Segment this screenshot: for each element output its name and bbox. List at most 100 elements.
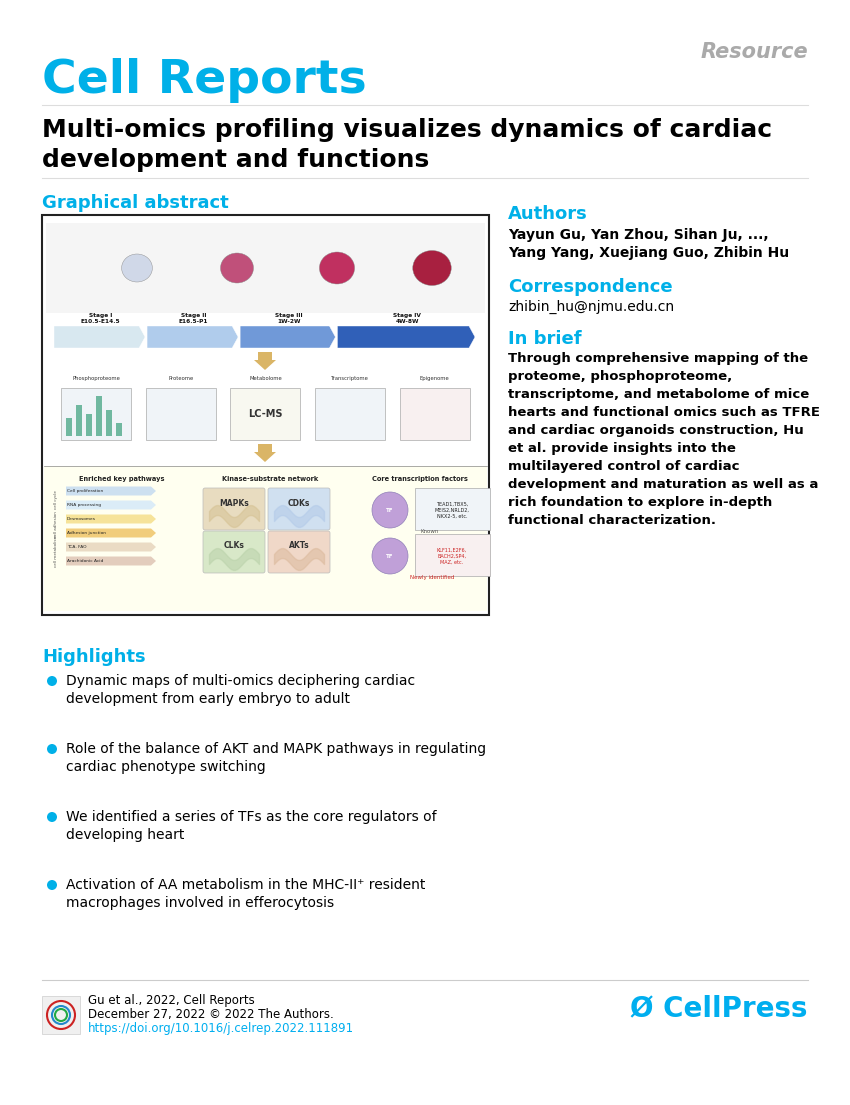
Bar — [230, 388, 301, 440]
Text: Resource: Resource — [700, 42, 808, 62]
Text: TEAD1,TBX5,
MEIS2,NRLD2,
NKX2-5, etc.: TEAD1,TBX5, MEIS2,NRLD2, NKX2-5, etc. — [434, 502, 469, 518]
Circle shape — [47, 880, 57, 890]
Text: Enriched key pathways: Enriched key pathways — [79, 476, 165, 482]
Text: and cardiac organoids construction, Hu: and cardiac organoids construction, Hu — [508, 424, 804, 436]
Text: rich foundation to explore in-depth: rich foundation to explore in-depth — [508, 496, 773, 509]
Text: Adhesion junction: Adhesion junction — [67, 532, 106, 535]
FancyArrow shape — [147, 326, 238, 348]
Text: Cell proliferation: Cell proliferation — [67, 490, 103, 493]
Text: December 27, 2022 © 2022 The Authors.: December 27, 2022 © 2022 The Authors. — [88, 1008, 334, 1021]
FancyArrow shape — [66, 543, 156, 551]
Bar — [44, 466, 487, 611]
Text: Stage I
E10.5-E14.5: Stage I E10.5-E14.5 — [81, 313, 121, 324]
Text: Stage II
E16.5-P1: Stage II E16.5-P1 — [178, 313, 208, 324]
Text: et al. provide insights into the: et al. provide insights into the — [508, 442, 736, 455]
Text: cell adhesion: cell adhesion — [54, 512, 58, 538]
Text: TCA, FAO: TCA, FAO — [67, 545, 87, 549]
Text: development and maturation as well as a: development and maturation as well as a — [508, 478, 819, 491]
FancyBboxPatch shape — [203, 532, 265, 573]
Text: Graphical abstract: Graphical abstract — [42, 194, 229, 212]
Bar — [87, 414, 93, 436]
Text: We identified a series of TFs as the core regulators of: We identified a series of TFs as the cor… — [66, 810, 437, 824]
Text: CDKs: CDKs — [288, 498, 310, 507]
FancyArrow shape — [54, 326, 145, 348]
Text: Epigenome: Epigenome — [420, 376, 450, 381]
Text: cell metabolism: cell metabolism — [54, 535, 58, 567]
Bar — [66, 419, 72, 436]
Text: Stage IV
4W-8W: Stage IV 4W-8W — [394, 313, 421, 324]
Text: cardiac phenotype switching: cardiac phenotype switching — [66, 760, 266, 773]
Circle shape — [47, 676, 57, 686]
Bar — [146, 388, 216, 440]
Bar — [76, 406, 82, 436]
Text: Metabolome: Metabolome — [249, 376, 282, 381]
FancyArrow shape — [66, 557, 156, 566]
Text: RNA processing: RNA processing — [67, 503, 101, 507]
Text: Through comprehensive mapping of the: Through comprehensive mapping of the — [508, 352, 808, 365]
Text: Known: Known — [421, 529, 439, 534]
Text: Proteome: Proteome — [168, 376, 194, 381]
Text: Correspondence: Correspondence — [508, 278, 672, 296]
Text: Transcriptome: Transcriptome — [332, 376, 369, 381]
Ellipse shape — [122, 254, 152, 282]
Text: zhibin_hu@njmu.edu.cn: zhibin_hu@njmu.edu.cn — [508, 299, 674, 314]
Text: functional characterization.: functional characterization. — [508, 514, 716, 527]
Text: TF: TF — [386, 507, 394, 513]
FancyArrow shape — [254, 444, 276, 462]
FancyArrow shape — [66, 501, 156, 509]
Text: Role of the balance of AKT and MAPK pathways in regulating: Role of the balance of AKT and MAPK path… — [66, 741, 486, 756]
Text: Kinase-substrate network: Kinase-substrate network — [222, 476, 318, 482]
Text: Core transcription factors: Core transcription factors — [372, 476, 468, 482]
Bar — [42, 215, 489, 615]
Text: development from early embryo to adult: development from early embryo to adult — [66, 692, 350, 706]
FancyArrow shape — [66, 528, 156, 537]
Text: Highlights: Highlights — [42, 648, 145, 666]
Text: Authors: Authors — [508, 206, 587, 223]
Text: LC-MS: LC-MS — [248, 409, 283, 419]
Text: Newly identified: Newly identified — [410, 575, 454, 580]
Bar — [61, 388, 131, 440]
Text: developing heart: developing heart — [66, 828, 184, 842]
Circle shape — [372, 538, 408, 573]
Text: Phosphoproteome: Phosphoproteome — [72, 376, 120, 381]
FancyArrow shape — [240, 326, 336, 348]
Ellipse shape — [320, 252, 354, 284]
Text: Yayun Gu, Yan Zhou, Sihan Ju, ...,: Yayun Gu, Yan Zhou, Sihan Ju, ..., — [508, 228, 768, 242]
Text: In brief: In brief — [508, 330, 581, 348]
Text: MAPKs: MAPKs — [219, 498, 249, 507]
Text: Dynamic maps of multi-omics deciphering cardiac: Dynamic maps of multi-omics deciphering … — [66, 674, 415, 688]
Text: Ø CellPress: Ø CellPress — [631, 994, 808, 1022]
Bar — [400, 388, 470, 440]
Ellipse shape — [413, 251, 451, 285]
FancyArrow shape — [66, 486, 156, 495]
FancyBboxPatch shape — [268, 488, 330, 530]
Text: Desmosomes: Desmosomes — [67, 517, 96, 520]
Text: transcriptome, and metabolome of mice: transcriptome, and metabolome of mice — [508, 388, 809, 401]
Text: Cell Reports: Cell Reports — [42, 57, 366, 103]
Text: macrophages involved in efferocytosis: macrophages involved in efferocytosis — [66, 896, 334, 911]
Bar — [106, 410, 112, 436]
Text: cell cycle: cell cycle — [54, 491, 58, 509]
Text: Arachidonic Acid: Arachidonic Acid — [67, 559, 104, 564]
Text: Gu et al., 2022, Cell Reports: Gu et al., 2022, Cell Reports — [88, 994, 258, 1007]
Text: development and functions: development and functions — [42, 148, 429, 172]
FancyArrow shape — [337, 326, 475, 348]
Bar — [116, 423, 122, 436]
Circle shape — [47, 744, 57, 754]
FancyBboxPatch shape — [203, 488, 265, 530]
Bar — [46, 223, 485, 313]
Circle shape — [47, 812, 57, 822]
Text: https://doi.org/10.1016/j.celrep.2022.111891: https://doi.org/10.1016/j.celrep.2022.11… — [88, 1022, 354, 1035]
Text: Multi-omics profiling visualizes dynamics of cardiac: Multi-omics profiling visualizes dynamic… — [42, 118, 772, 143]
Text: CLKs: CLKs — [224, 541, 245, 550]
Bar — [96, 397, 102, 436]
Text: hearts and functional omics such as TFRE: hearts and functional omics such as TFRE — [508, 406, 820, 419]
Text: Yang Yang, Xuejiang Guo, Zhibin Hu: Yang Yang, Xuejiang Guo, Zhibin Hu — [508, 246, 789, 260]
Text: AKTs: AKTs — [289, 541, 309, 550]
Circle shape — [372, 492, 408, 528]
Bar — [415, 534, 490, 576]
Text: Activation of AA metabolism in the MHC-II⁺ resident: Activation of AA metabolism in the MHC-I… — [66, 878, 425, 892]
Text: TF: TF — [386, 554, 394, 558]
Bar — [415, 488, 490, 530]
FancyBboxPatch shape — [268, 532, 330, 573]
